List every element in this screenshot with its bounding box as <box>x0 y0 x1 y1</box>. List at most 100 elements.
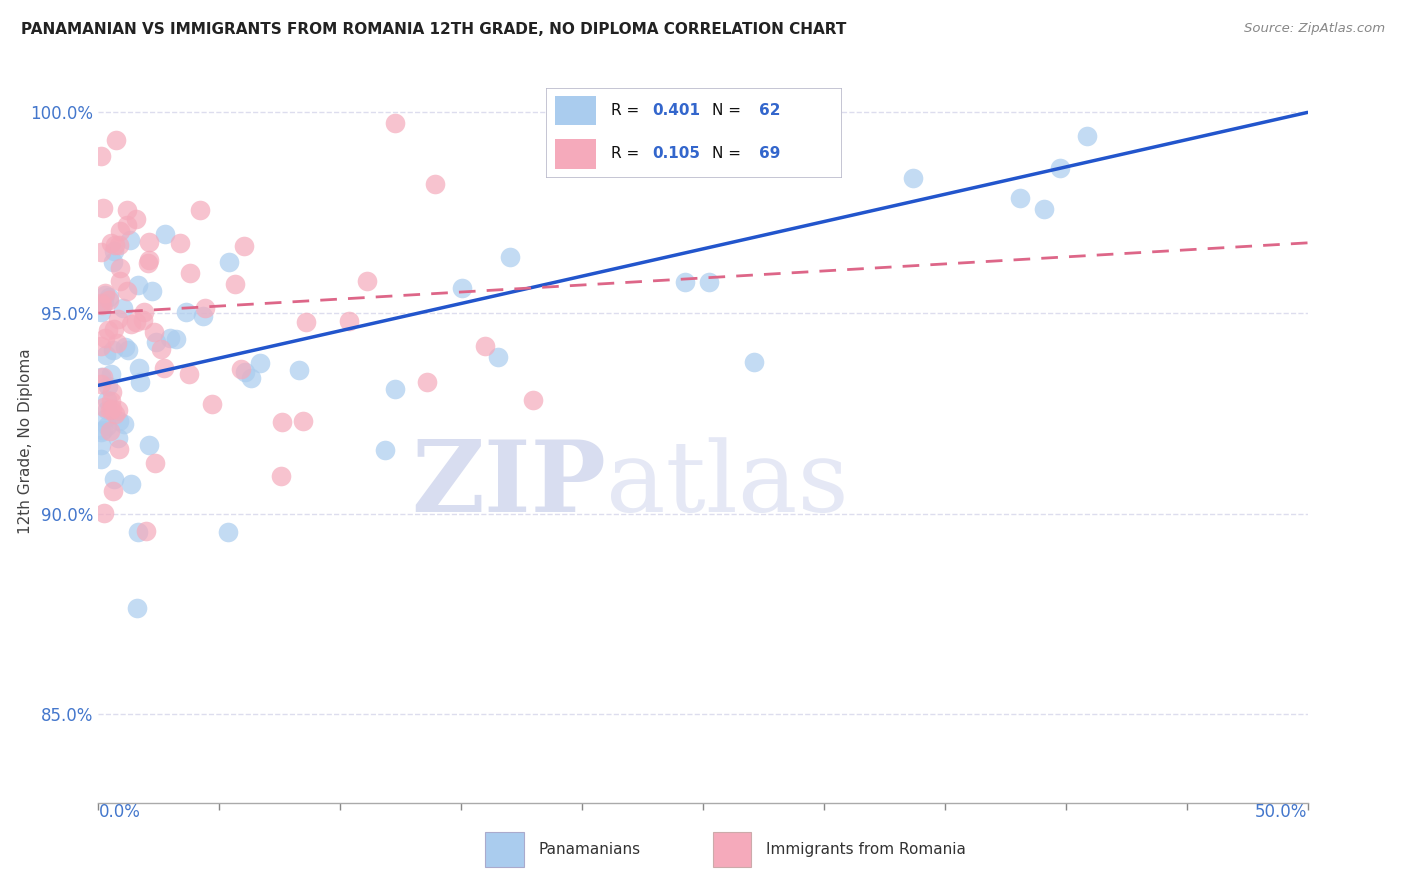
Point <box>901 171 924 186</box>
Point <box>128 376 150 390</box>
Point <box>112 417 135 431</box>
Point <box>801 131 824 145</box>
Point <box>90 245 112 260</box>
Point <box>1049 161 1071 175</box>
Point <box>224 277 246 292</box>
Point <box>90 305 112 319</box>
Point <box>165 332 187 346</box>
Point <box>90 425 112 439</box>
Point <box>194 301 217 315</box>
Point <box>100 394 122 409</box>
Point <box>120 476 142 491</box>
Point <box>97 290 120 304</box>
Point <box>233 365 256 379</box>
Point <box>356 274 378 288</box>
Point <box>107 311 129 326</box>
Text: Source: ZipAtlas.com: Source: ZipAtlas.com <box>1244 22 1385 36</box>
Point <box>229 361 252 376</box>
Point <box>451 281 474 295</box>
Point <box>217 524 239 539</box>
Point <box>94 285 117 300</box>
Point <box>97 322 120 336</box>
Point <box>97 379 120 393</box>
Y-axis label: 12th Grade, No Diploma: 12th Grade, No Diploma <box>17 349 32 534</box>
Point <box>522 392 544 407</box>
Point <box>118 233 141 247</box>
Point <box>94 288 117 302</box>
Point <box>374 442 396 457</box>
Point <box>673 275 696 289</box>
Point <box>90 148 112 162</box>
Point <box>384 382 406 396</box>
Point <box>474 339 496 353</box>
Point <box>292 414 315 428</box>
Point <box>108 442 131 457</box>
Point <box>233 239 256 253</box>
Point <box>174 304 197 318</box>
Point <box>115 284 138 298</box>
Point <box>159 330 181 344</box>
Point <box>416 376 439 390</box>
Point <box>486 350 509 364</box>
Point <box>110 224 132 238</box>
Point <box>90 339 112 353</box>
Point <box>337 314 360 328</box>
Point <box>107 431 129 445</box>
Point <box>103 322 125 336</box>
Point <box>96 418 118 433</box>
Point <box>155 227 177 242</box>
Point <box>425 178 447 192</box>
Point <box>114 341 136 355</box>
Point <box>201 397 224 411</box>
Point <box>1076 129 1098 144</box>
Point <box>108 237 131 252</box>
Point <box>108 260 131 275</box>
Point <box>150 343 173 357</box>
Point <box>94 331 117 345</box>
Point <box>101 483 124 498</box>
Point <box>90 437 112 451</box>
Point <box>179 266 201 280</box>
Point <box>90 376 112 391</box>
Point <box>112 301 135 315</box>
Point <box>127 600 149 615</box>
Point <box>555 106 578 120</box>
Point <box>138 438 160 452</box>
Point <box>108 414 131 428</box>
Point <box>1008 191 1031 205</box>
Point <box>103 343 125 357</box>
Point <box>218 255 240 269</box>
Point <box>1033 202 1056 216</box>
Point <box>96 392 118 407</box>
Point <box>127 524 149 539</box>
Point <box>132 313 155 327</box>
Point <box>100 402 122 417</box>
Text: PANAMANIAN VS IMMIGRANTS FROM ROMANIA 12TH GRADE, NO DIPLOMA CORRELATION CHART: PANAMANIAN VS IMMIGRANTS FROM ROMANIA 12… <box>21 22 846 37</box>
Point <box>143 456 166 470</box>
Point <box>98 424 121 438</box>
Point <box>108 274 131 288</box>
Point <box>103 244 125 259</box>
Point <box>91 423 114 437</box>
Point <box>697 275 720 289</box>
Point <box>94 348 117 362</box>
Point <box>90 296 112 310</box>
Text: 0.0%: 0.0% <box>98 803 141 821</box>
Point <box>239 371 262 385</box>
Point <box>125 211 148 226</box>
Point <box>105 132 128 146</box>
Point <box>115 202 138 217</box>
Point <box>138 235 160 249</box>
Point <box>188 203 211 218</box>
Point <box>145 334 167 349</box>
Point <box>744 355 766 369</box>
Point <box>93 201 115 215</box>
Point <box>295 315 318 329</box>
Point <box>141 284 163 298</box>
Point <box>125 315 148 329</box>
Point <box>287 363 309 377</box>
Point <box>115 218 138 232</box>
Point <box>270 468 292 483</box>
Point <box>93 506 115 520</box>
Point <box>100 236 122 251</box>
